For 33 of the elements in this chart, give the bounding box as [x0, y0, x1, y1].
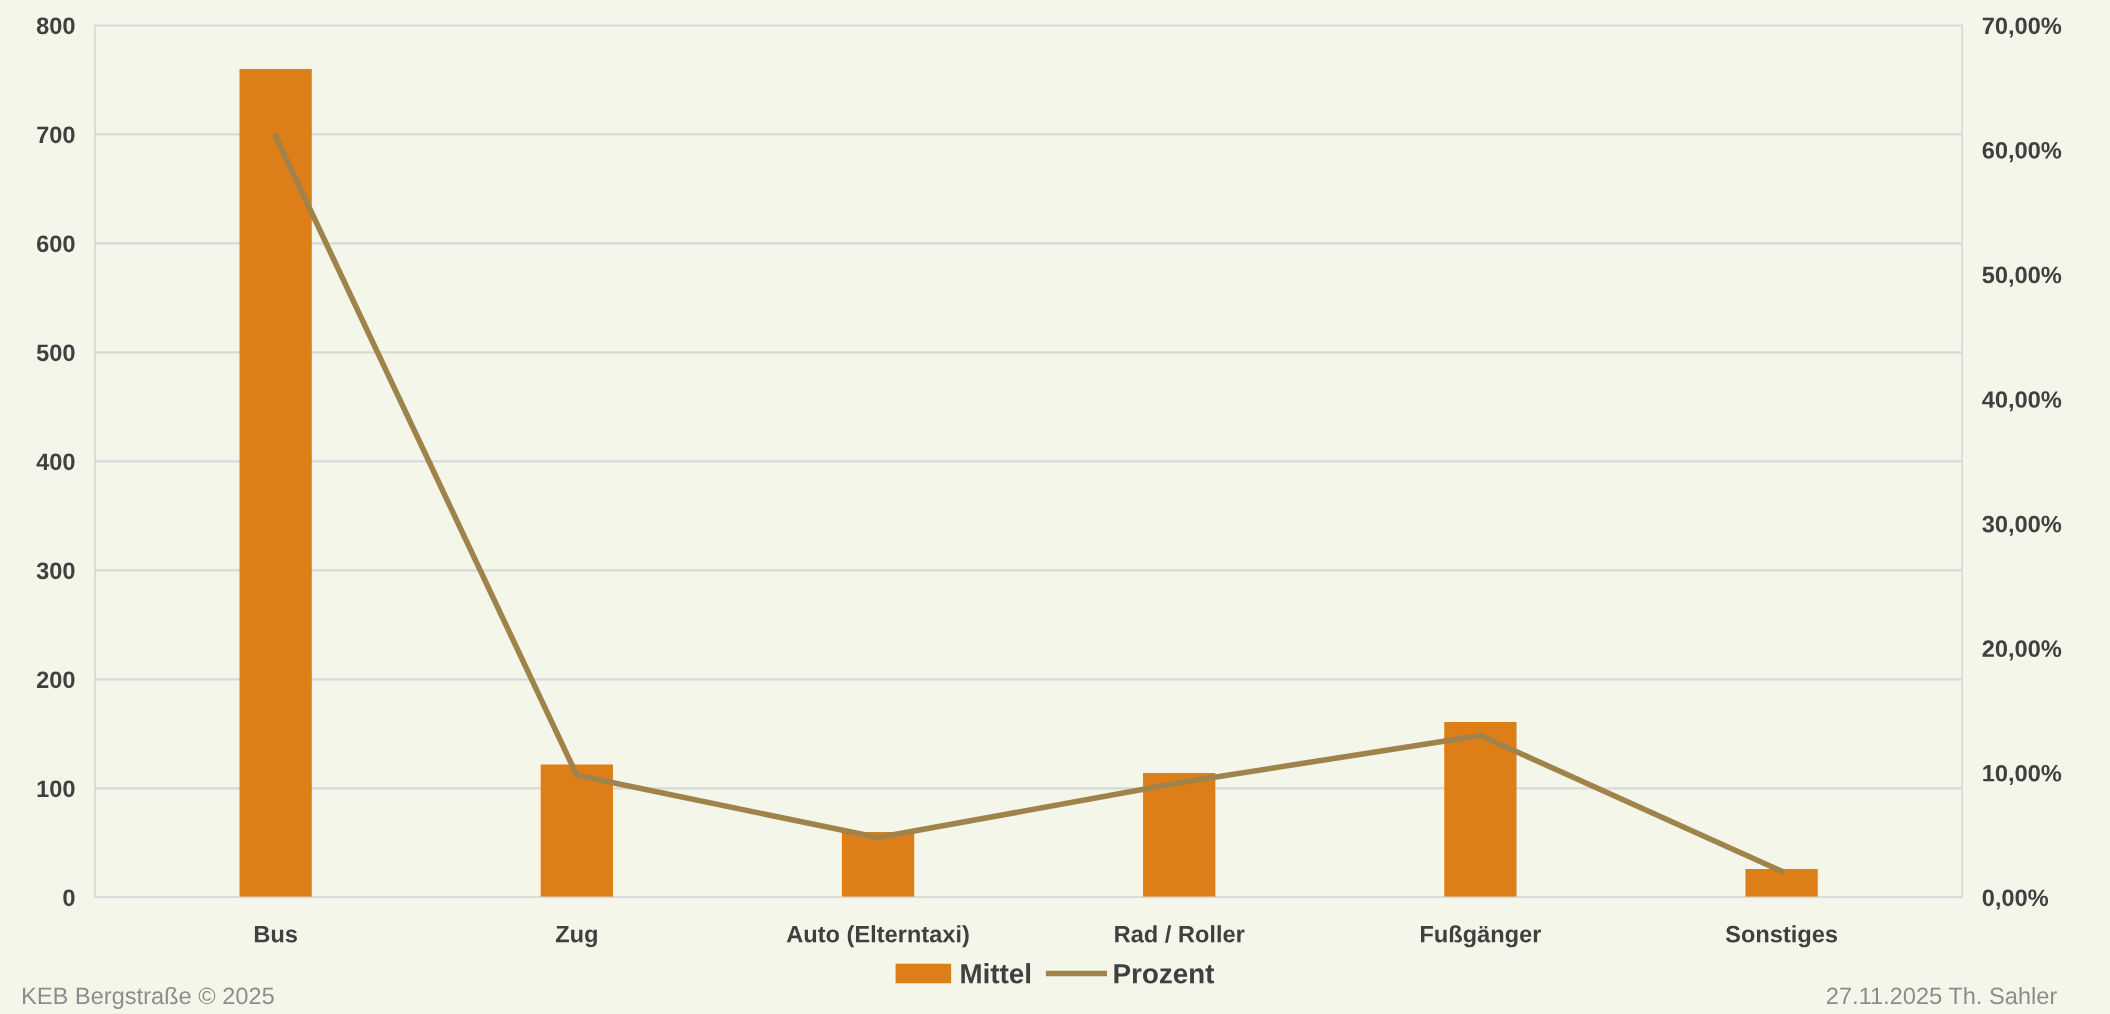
- y2-tick-label: 0,00%: [1982, 889, 2049, 910]
- y2-tick-label: 70,00%: [1982, 17, 2062, 38]
- bar: [1444, 721, 1517, 898]
- bar: [1143, 773, 1216, 898]
- legend-label: Mittel: [961, 963, 1031, 984]
- y-tick-label: 500: [36, 344, 75, 362]
- y-tick-label: 400: [36, 453, 75, 471]
- bar: [239, 68, 312, 898]
- y2-tick-label: 20,00%: [1982, 640, 2062, 661]
- y-tick-label: 300: [36, 562, 75, 580]
- y-tick-label: 600: [36, 235, 75, 253]
- legend-label: Prozent: [1114, 964, 1215, 984]
- bar: [1745, 869, 1818, 898]
- y2-tick-label: 40,00%: [1982, 391, 2062, 412]
- bar: [841, 831, 915, 898]
- y2-tick-label: 10,00%: [1983, 764, 2062, 786]
- y2-tick-label: 30,00%: [1982, 515, 2062, 536]
- y-tick-label: 700: [37, 126, 75, 144]
- x-tick-label: Zug: [555, 925, 597, 948]
- x-tick-label: Fußgänger: [1420, 925, 1542, 948]
- y-tick-label: 0: [63, 889, 75, 907]
- bar: [540, 764, 613, 898]
- y-tick-label: 200: [36, 671, 75, 689]
- x-tick-label: Bus: [254, 926, 297, 943]
- text: KEB Bergstraße © 2025: [23, 986, 274, 1009]
- y2-tick-label: 60,00%: [1982, 142, 2062, 163]
- x-tick-label: Rad / Roller: [1115, 925, 1245, 943]
- y-tick-label: 100: [37, 780, 75, 798]
- x-tick-label: Auto (Elterntaxi): [786, 925, 969, 948]
- y2-tick-label: 50,00%: [1982, 266, 2062, 287]
- x-tick-label: Sonstiges: [1725, 925, 1838, 948]
- y-tick-label: 800: [36, 17, 75, 35]
- text: 27.11.2025 Th. Sahler: [1826, 986, 2057, 1005]
